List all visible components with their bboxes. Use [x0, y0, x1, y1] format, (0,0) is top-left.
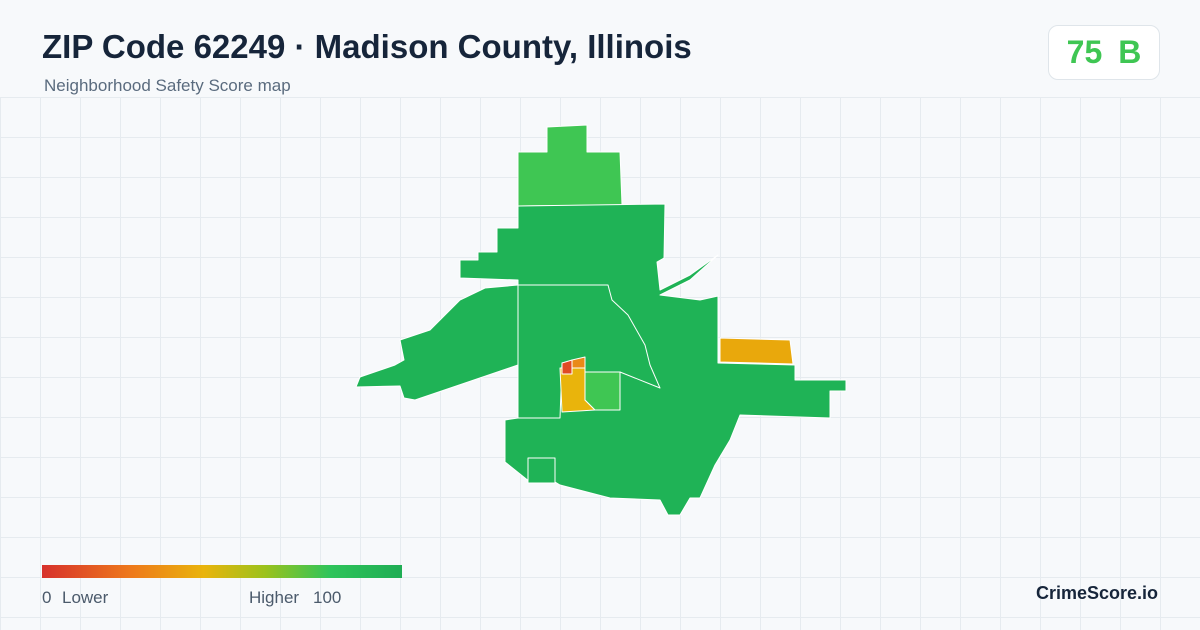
brand: CrimeScore.io — [1035, 583, 1158, 603]
legend-max-label: Higher — [249, 588, 300, 607]
area — [517, 124, 623, 207]
legend-gradient — [42, 565, 402, 578]
legend-min-label: Lower — [62, 588, 109, 607]
area — [571, 356, 586, 369]
grade: B — [1118, 34, 1142, 70]
area — [719, 337, 794, 365]
score: 75 — [1066, 34, 1103, 70]
legend-max: 100 — [313, 588, 342, 607]
title: ZIP Code 62249 · Madison County, Illinoi… — [42, 28, 692, 65]
area — [584, 371, 621, 411]
area — [527, 457, 556, 484]
subtitle: Neighborhood Safety Score map — [44, 76, 291, 95]
area — [517, 284, 661, 419]
header: ZIP Code 62249 · Madison County, Illinoi… — [0, 0, 1200, 97]
score-badge: 75 B — [1048, 25, 1160, 80]
area — [561, 359, 573, 375]
legend-min: 0 — [42, 588, 52, 607]
